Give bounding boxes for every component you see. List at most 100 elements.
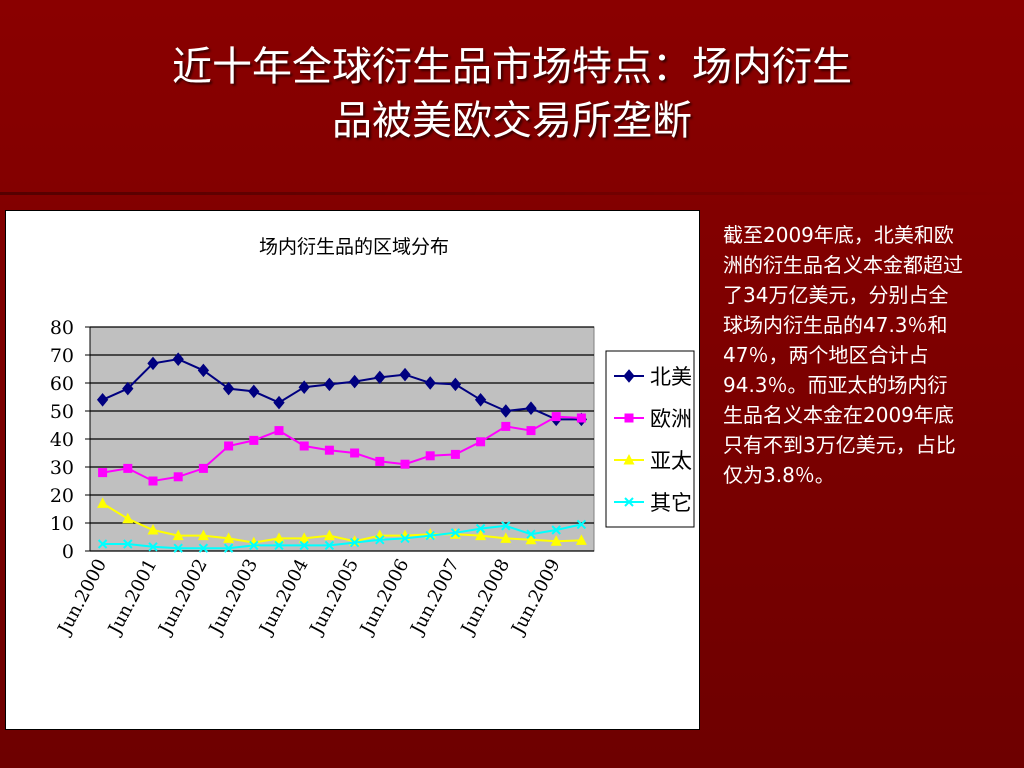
- data-point-square: [551, 412, 561, 422]
- y-tick-label: 30: [50, 457, 74, 479]
- data-point-triangle: [122, 512, 134, 524]
- data-point-x: [526, 529, 536, 539]
- data-point-x: [450, 528, 461, 538]
- data-point-triangle: [525, 533, 537, 545]
- data-point-square: [123, 463, 133, 473]
- data-point-square: [249, 435, 259, 445]
- data-point-square: [173, 472, 183, 482]
- legend-label: 亚太: [650, 449, 692, 473]
- data-point-square: [224, 441, 234, 451]
- data-point-square: [501, 421, 511, 431]
- data-point-x: [349, 537, 360, 548]
- data-point-x: [425, 530, 435, 541]
- data-point-triangle: [223, 532, 235, 543]
- data-point-x: [551, 525, 561, 535]
- data-point-x: [299, 540, 309, 551]
- series-line: [102, 523, 582, 550]
- data-point-triangle: [97, 497, 109, 508]
- legend-label: 其它: [650, 491, 692, 515]
- data-point-x: [173, 543, 183, 553]
- data-point-diamond: [374, 370, 386, 385]
- data-point-triangle: [172, 529, 184, 541]
- y-tick-label: 50: [50, 401, 74, 423]
- series-line: [102, 358, 582, 421]
- x-tick-label: Jun.2009: [507, 555, 565, 639]
- slide-title-line1: 近十年全球衍生品市场特点：场内衍生: [172, 44, 852, 90]
- data-point-square: [526, 426, 536, 436]
- data-point-diamond: [474, 393, 487, 407]
- chart-title: 场内衍生品的区域分布: [259, 236, 449, 258]
- data-point-x: [475, 523, 486, 534]
- series-line: [102, 502, 582, 544]
- data-point-triangle: [197, 529, 209, 541]
- data-point-triangle: [623, 454, 635, 465]
- data-point-square: [324, 445, 334, 455]
- slide-title-line2: 品被美欧交易所垄断: [332, 98, 692, 144]
- data-point-x: [249, 540, 259, 551]
- data-point-x: [223, 543, 234, 553]
- data-point-square: [576, 413, 586, 423]
- y-tick-label: 60: [50, 373, 74, 395]
- y-tick-label: 20: [50, 485, 74, 507]
- data-point-square: [299, 441, 309, 451]
- x-tick-label: Jun.2006: [355, 555, 413, 639]
- data-point-x: [576, 519, 587, 530]
- data-point-triangle: [575, 534, 587, 545]
- data-point-square: [148, 476, 158, 486]
- x-tick-label: Jun.2000: [53, 555, 111, 639]
- data-point-square: [400, 459, 410, 469]
- x-tick-label: Jun.2008: [456, 555, 514, 639]
- line-chart: 场内衍生品的区域分布 01020304050607080Jun.2000Jun.…: [50, 236, 695, 639]
- data-point-diamond: [525, 401, 537, 415]
- y-tick-label: 10: [50, 513, 74, 535]
- legend-box: [605, 350, 695, 528]
- data-point-diamond: [172, 352, 184, 366]
- legend-label: 北美: [650, 365, 692, 389]
- y-tick-label: 40: [50, 429, 74, 451]
- y-tick-label: 70: [50, 345, 74, 367]
- x-tick-label: Jun.2007: [406, 555, 464, 639]
- y-tick-label: 80: [50, 317, 74, 339]
- data-point-x: [97, 539, 108, 549]
- data-point-square: [375, 456, 385, 466]
- data-point-square: [350, 448, 360, 458]
- x-tick-label: Jun.2001: [103, 555, 161, 639]
- data-point-square: [476, 437, 486, 447]
- data-point-x: [324, 540, 335, 551]
- data-point-square: [450, 449, 460, 459]
- side-note: 截至2009年底，北美和欧洲的衍生品名义本金都超过了34万亿美元，分别占全球场内…: [723, 223, 963, 487]
- data-point-diamond: [449, 377, 462, 392]
- data-point-square: [198, 463, 208, 473]
- x-tick-label: Jun.2005: [305, 555, 363, 639]
- data-point-diamond: [222, 381, 235, 396]
- data-point-triangle: [273, 532, 285, 543]
- y-tick-label: 0: [62, 541, 74, 563]
- title-divider: [0, 192, 1024, 195]
- x-tick-label: Jun.2004: [255, 555, 313, 639]
- data-point-diamond: [122, 381, 134, 396]
- data-point-diamond: [298, 380, 310, 394]
- data-point-x: [274, 540, 284, 551]
- data-point-x: [624, 497, 634, 507]
- data-point-diamond: [147, 356, 159, 371]
- chart-panel: 场内衍生品的区域分布 0 10 20 30 40 50 60 70 80 Jun.2000 Jun.…: [5, 210, 700, 730]
- data-point-diamond: [399, 367, 411, 382]
- data-point-diamond: [623, 369, 635, 383]
- data-point-square: [425, 451, 435, 461]
- data-point-triangle: [550, 535, 562, 546]
- slide-title: 近十年全球衍生品市场特点：场内衍生 品被美欧交易所垄断: [40, 40, 984, 148]
- data-point-diamond: [197, 363, 210, 378]
- data-point-x: [123, 539, 133, 549]
- x-tick-label: Jun.2002: [154, 555, 212, 639]
- data-point-diamond: [248, 384, 260, 399]
- data-point-square: [624, 413, 634, 423]
- data-point-x: [501, 521, 511, 531]
- x-tick-label: Jun.2003: [204, 555, 262, 639]
- data-point-x: [400, 533, 410, 544]
- data-point-diamond: [348, 374, 361, 389]
- data-point-triangle: [475, 529, 487, 541]
- data-point-diamond: [500, 404, 512, 418]
- data-point-triangle: [500, 532, 512, 543]
- data-point-x: [148, 542, 158, 552]
- data-point-diamond: [424, 376, 436, 390]
